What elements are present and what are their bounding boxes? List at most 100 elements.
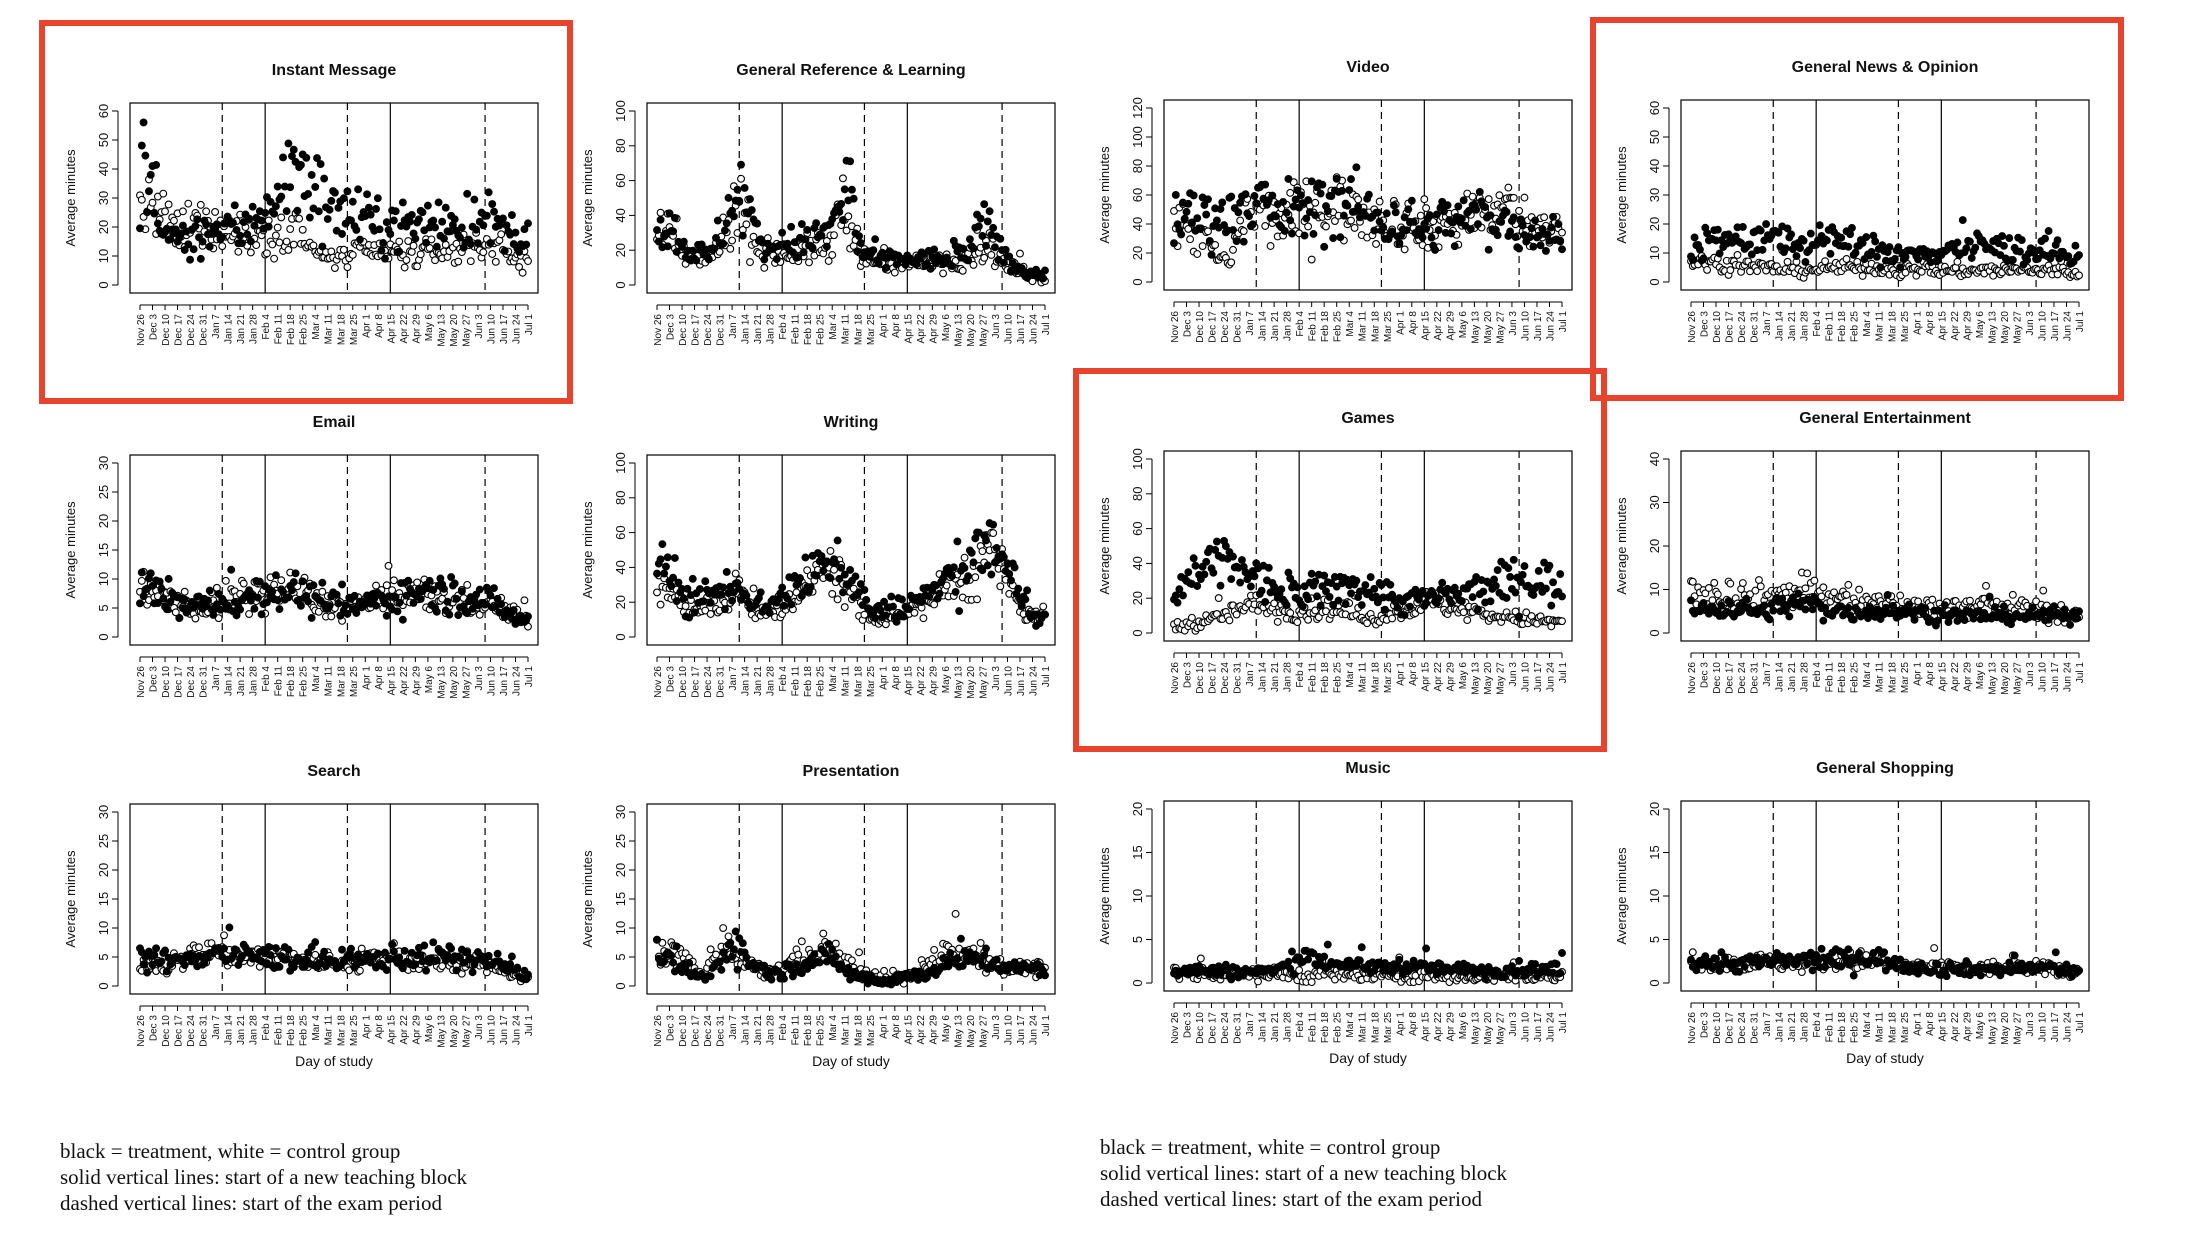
data-point-treatment — [152, 944, 161, 953]
x-tick-label: Mar 4 — [828, 1015, 839, 1041]
x-tick-label: May 13 — [436, 666, 447, 699]
data-point-treatment — [760, 255, 769, 264]
data-point-treatment — [1558, 245, 1566, 254]
x-tick-label: Apr 15 — [1937, 662, 1948, 692]
y-tick-label: 50 — [1647, 130, 1662, 144]
x-tick-label: Jul 1 — [524, 1015, 535, 1037]
series-treatment — [136, 118, 532, 264]
data-point-treatment — [1280, 227, 1289, 235]
x-tick-label: Jun 17 — [1016, 666, 1027, 696]
data-point-treatment — [969, 558, 978, 567]
data-point-treatment — [450, 215, 459, 224]
data-point-control — [794, 950, 803, 959]
data-point-treatment — [1286, 216, 1295, 225]
data-point-control — [271, 231, 280, 240]
data-point-treatment — [790, 238, 799, 247]
data-point-control — [191, 614, 200, 623]
data-point-treatment — [293, 206, 302, 215]
data-point-treatment — [1450, 242, 1459, 251]
plot-frame — [646, 102, 1056, 294]
x-tick-label: Dec 10 — [161, 1015, 172, 1047]
y-tick-label: 60 — [96, 104, 111, 118]
data-point-treatment — [1171, 591, 1180, 600]
data-point-treatment — [1493, 231, 1502, 240]
data-point-treatment — [382, 611, 391, 620]
data-point-treatment — [1914, 255, 1923, 264]
data-point-treatment — [1459, 196, 1468, 205]
x-tick-label: Dec 24 — [186, 1015, 197, 1047]
data-point-treatment — [1890, 254, 1899, 263]
data-point-treatment — [1393, 603, 1402, 612]
x-tick-label: Feb 25 — [1850, 311, 1861, 343]
data-point-treatment — [1713, 225, 1722, 234]
data-point-treatment — [862, 596, 871, 604]
data-point-treatment — [783, 239, 792, 248]
x-tick-label: Apr 22 — [1433, 662, 1444, 692]
data-point-control — [268, 240, 277, 249]
data-point-treatment — [482, 211, 491, 220]
data-point-treatment — [855, 232, 863, 240]
data-point-treatment — [926, 264, 935, 273]
data-point-treatment — [1268, 191, 1277, 200]
data-point-treatment — [468, 968, 477, 977]
data-point-treatment — [1373, 208, 1382, 217]
data-point-treatment — [332, 590, 341, 599]
data-point-control — [939, 269, 948, 278]
data-point-treatment — [1758, 245, 1767, 254]
data-point-treatment — [277, 192, 286, 201]
data-point-treatment — [1953, 238, 1962, 247]
x-tick-label: Dec 17 — [1725, 662, 1736, 694]
x-tick-label: Jun 24 — [1545, 662, 1556, 692]
data-point-treatment — [1506, 572, 1515, 581]
data-point-treatment — [1352, 576, 1361, 585]
data-point-treatment — [245, 214, 254, 223]
data-point-treatment — [1534, 566, 1543, 575]
data-point-treatment — [141, 151, 150, 160]
x-tick-label: Mar 18 — [336, 314, 347, 346]
data-point-treatment — [1189, 554, 1198, 563]
x-tick-label: Dec 17 — [174, 1015, 185, 1047]
data-point-treatment — [229, 218, 237, 227]
data-point-control — [2008, 590, 2017, 599]
data-point-treatment — [2017, 236, 2026, 245]
data-point-treatment — [692, 256, 701, 265]
data-point-treatment — [309, 581, 318, 590]
data-point-treatment — [729, 212, 738, 221]
data-point-treatment — [1556, 236, 1565, 245]
data-point-treatment — [663, 242, 672, 251]
data-point-treatment — [1366, 573, 1375, 581]
data-point-treatment — [1212, 216, 1221, 225]
data-point-treatment — [2053, 236, 2062, 245]
data-point-treatment — [1873, 252, 1881, 261]
x-tick-label: Apr 8 — [891, 1015, 902, 1039]
data-point-treatment — [457, 223, 466, 232]
x-tick-label: Jun 10 — [1003, 314, 1014, 344]
x-tick-label: Apr 1 — [361, 1015, 372, 1039]
x-tick-label: Nov 26 — [653, 666, 664, 698]
data-point-treatment — [314, 207, 323, 216]
data-point-treatment — [1261, 598, 1270, 606]
data-point-treatment — [409, 598, 418, 607]
data-point-treatment — [1967, 254, 1976, 262]
data-point-control — [409, 241, 418, 250]
data-point-treatment — [1304, 196, 1313, 204]
data-point-control — [298, 225, 307, 234]
data-point-treatment — [685, 613, 694, 622]
data-point-treatment — [735, 196, 744, 205]
x-tick-label: Jan 14 — [1775, 662, 1786, 692]
y-tick-label: 0 — [613, 633, 628, 640]
y-tick-label: 60 — [1130, 521, 1145, 535]
data-point-control — [1953, 257, 1962, 266]
x-tick-label: Apr 29 — [1445, 662, 1456, 692]
data-point-treatment — [1432, 210, 1441, 219]
x-tick-label: Dec 31 — [716, 666, 727, 698]
data-point-control — [1710, 578, 1719, 587]
data-point-control — [1286, 608, 1295, 617]
data-point-control — [273, 223, 282, 232]
data-point-control — [746, 258, 754, 267]
x-tick-label: Feb 25 — [816, 314, 827, 346]
data-point-treatment — [672, 597, 681, 605]
x-tick-label: May 27 — [1495, 662, 1506, 695]
data-point-control — [1803, 569, 1812, 578]
data-point-treatment — [1760, 601, 1769, 610]
